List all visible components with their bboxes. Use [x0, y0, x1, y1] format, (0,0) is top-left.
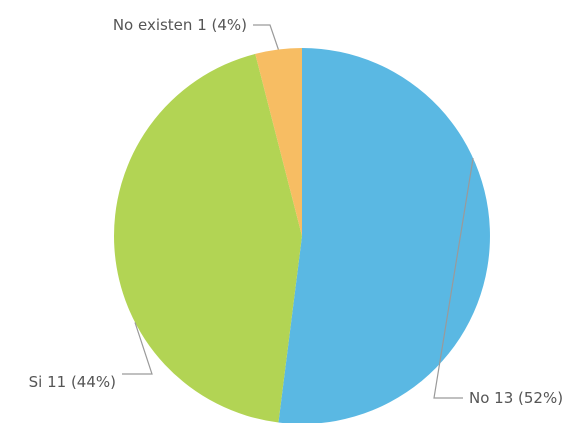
slice-label-no-existen: No existen 1 (4%)	[113, 16, 247, 34]
slice-labels: No 13 (52%) Si 11 (44%) No existen 1 (4%)	[29, 16, 563, 407]
slice-label-no: No 13 (52%)	[469, 389, 563, 407]
leader-line-no	[433, 158, 474, 399]
pie-slice-no-existen	[255, 48, 302, 236]
leader-line-no-existen	[253, 24, 279, 50]
leader-line-si	[122, 322, 153, 375]
leader-lines	[122, 24, 474, 399]
slice-label-si: Si 11 (44%)	[29, 373, 116, 391]
pie-slices	[114, 48, 490, 423]
pie-slice-no	[278, 48, 490, 423]
pie-slice-si	[114, 53, 302, 423]
